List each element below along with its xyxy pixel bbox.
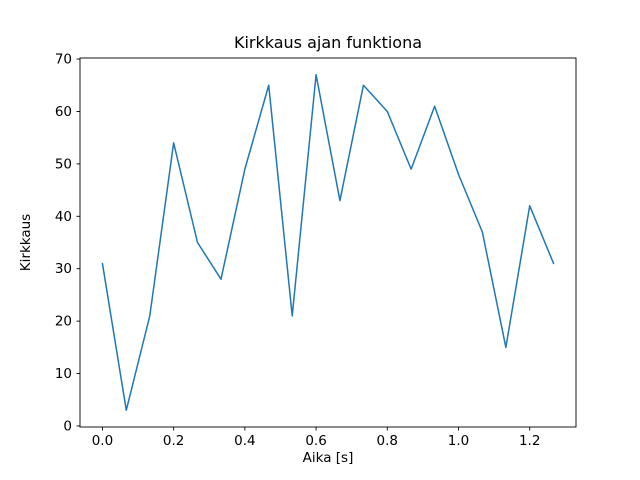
y-tick-label: 0: [63, 418, 72, 434]
x-tick-label: 0.8: [377, 433, 398, 449]
x-tick-label: 0.4: [234, 433, 255, 449]
y-tick-label: 70: [55, 52, 72, 68]
x-tick-label: 0.0: [92, 433, 113, 449]
series-line: [101, 74, 555, 411]
y-tick-label: 10: [55, 366, 72, 382]
chart-title: Kirkkaus ajan funktiona: [234, 33, 422, 52]
x-tick-label: 1.2: [519, 433, 540, 449]
x-axis-ticks: 0.0 0.2 0.4 0.6 0.8 1.0 1.2: [92, 427, 540, 449]
y-axis-ticks: 0 10 20 30 40 50 60 70: [55, 52, 80, 434]
plot-area: [79, 57, 577, 428]
y-tick-label: 50: [55, 156, 72, 172]
x-axis-label: Aika [s]: [303, 450, 354, 466]
y-tick-label: 30: [55, 261, 72, 277]
y-tick-label: 20: [55, 314, 72, 330]
y-tick-label: 40: [55, 209, 72, 225]
x-tick-label: 0.2: [163, 433, 184, 449]
y-axis-label: Kirkkaus: [18, 214, 34, 271]
y-tick-label: 60: [55, 104, 72, 120]
x-tick-label: 1.0: [448, 433, 469, 449]
x-tick-label: 0.6: [305, 433, 326, 449]
